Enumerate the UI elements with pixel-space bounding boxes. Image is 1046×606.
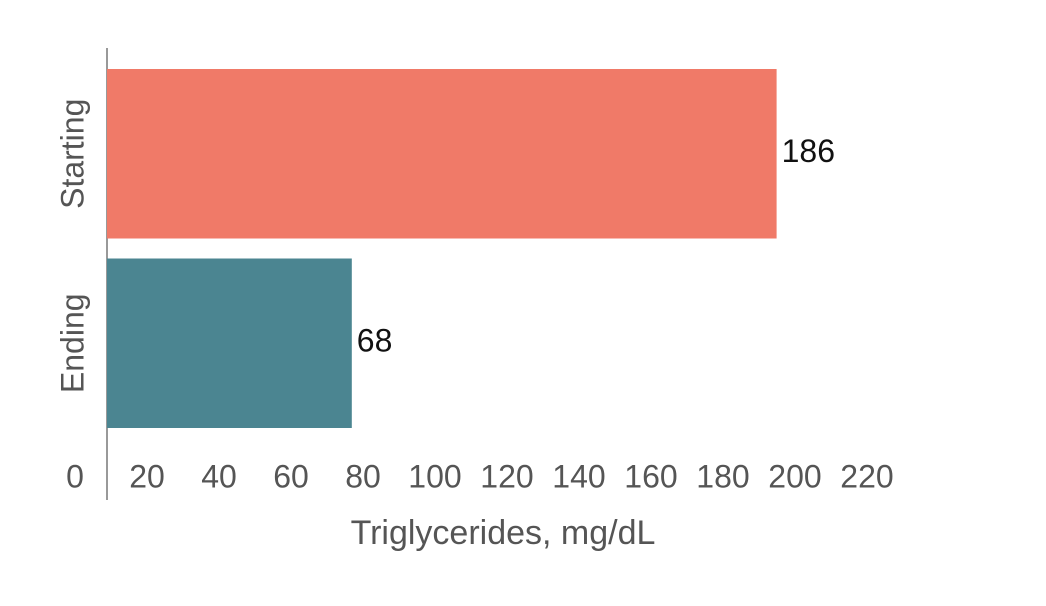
x-tick-label: 100 (408, 458, 461, 494)
x-tick-label: 140 (552, 458, 605, 494)
y-tick-label: Ending (54, 293, 90, 393)
x-axis-title: Triglycerides, mg/dL (351, 514, 656, 552)
x-tick-label: 60 (273, 458, 309, 494)
data-label: 68 (357, 323, 393, 359)
x-tick-label: 120 (480, 458, 533, 494)
x-tick-label: 180 (696, 458, 749, 494)
x-tick-label: 160 (624, 458, 677, 494)
x-tick-label: 40 (201, 458, 237, 494)
x-tick-label: 0 (66, 458, 84, 494)
x-tick-label: 220 (840, 458, 893, 494)
y-tick-label: Starting (54, 99, 90, 209)
data-label: 186 (782, 133, 835, 169)
bar (107, 69, 777, 239)
bar (107, 258, 352, 428)
x-tick-label: 80 (345, 458, 381, 494)
x-tick-label: 20 (129, 458, 165, 494)
x-tick-label: 200 (768, 458, 821, 494)
